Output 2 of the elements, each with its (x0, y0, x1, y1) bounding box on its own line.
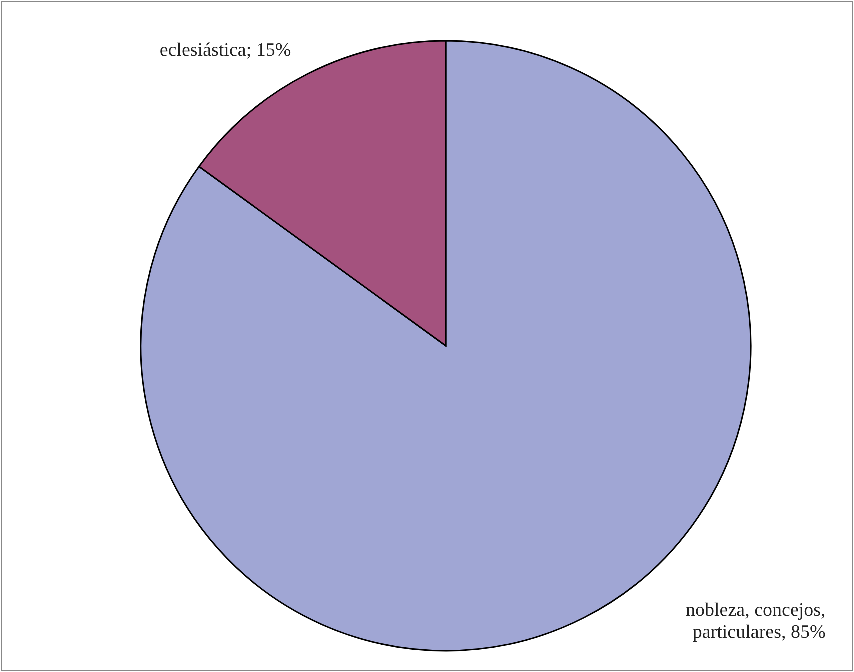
slice-label: eclesiástica; 15% (160, 40, 292, 61)
slice-label: nobleza, concejos, particulares, 85% (686, 600, 826, 644)
